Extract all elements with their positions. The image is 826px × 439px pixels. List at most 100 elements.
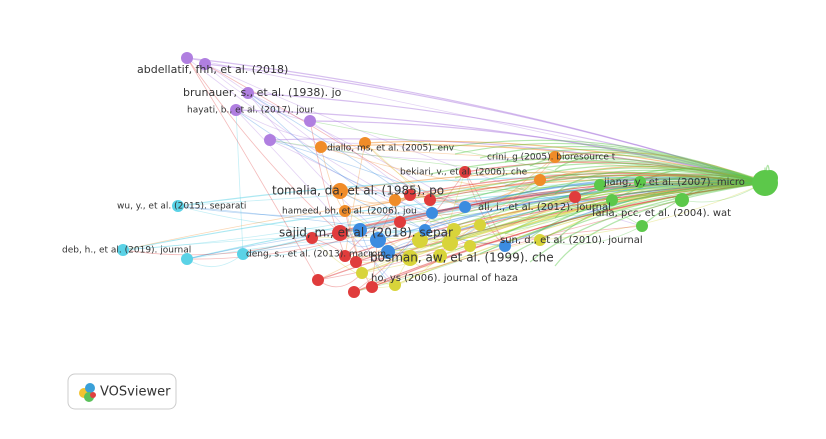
- edge: [504, 148, 766, 184]
- edge: [479, 182, 766, 255]
- edge: [554, 182, 766, 267]
- edge: [235, 109, 244, 255]
- edge: [353, 199, 683, 293]
- edge: [364, 142, 455, 231]
- edge: [529, 167, 766, 191]
- edge: [479, 182, 766, 231]
- node: [264, 134, 276, 146]
- edge: [454, 181, 766, 227]
- edge: [186, 57, 455, 231]
- edge: [479, 179, 541, 226]
- node: [433, 249, 447, 263]
- node: [242, 87, 254, 99]
- node: [389, 279, 401, 291]
- edge: [439, 171, 466, 257]
- edge: [122, 179, 541, 251]
- node: [306, 232, 318, 244]
- node-label: bosman, aw, et al. (1999). che: [370, 251, 554, 265]
- edge: [242, 239, 379, 255]
- node-label: brunauer, s., et al. (1938). jo: [183, 86, 342, 99]
- node: [459, 201, 471, 213]
- edge: [235, 109, 366, 144]
- node: [447, 223, 461, 237]
- node: [549, 151, 561, 163]
- edge: [429, 171, 766, 199]
- edge: [429, 182, 766, 247]
- node-label: jiang, y., et al. (2007). micro: [603, 177, 745, 188]
- edge: [599, 168, 766, 186]
- edge: [539, 165, 766, 184]
- edge: [309, 120, 766, 184]
- edge: [247, 92, 411, 259]
- node: [389, 194, 401, 206]
- edge: [344, 142, 366, 257]
- edge: [186, 253, 244, 268]
- node: [459, 166, 471, 178]
- edge: [247, 92, 766, 184]
- edge: [554, 154, 766, 184]
- nodes: [117, 52, 778, 298]
- edge: [429, 157, 766, 184]
- edge: [186, 57, 766, 184]
- edge: [204, 63, 311, 122]
- node-label: diallo, ms, et al. (2005). env: [327, 144, 455, 154]
- node-label: sajid, m., et al. (2018). separ: [279, 226, 453, 240]
- node: [402, 250, 418, 266]
- node: [464, 240, 476, 252]
- node: [312, 274, 324, 286]
- node: [442, 235, 458, 251]
- edge: [529, 151, 766, 184]
- edge: [454, 173, 766, 203]
- node-label: sun, d., et al. (2010). journal: [500, 235, 643, 246]
- logo-text: VOSviewer: [100, 385, 171, 400]
- node: [315, 141, 327, 153]
- edge: [454, 160, 766, 184]
- edge: [269, 139, 556, 161]
- edge: [361, 181, 641, 274]
- edge: [309, 120, 433, 214]
- edge: [454, 142, 766, 184]
- edge: [539, 182, 766, 241]
- node-label: hayati, b., et al. (2017). jour: [187, 106, 314, 116]
- node: [304, 115, 316, 127]
- edge: [309, 120, 346, 257]
- edge: [479, 175, 766, 207]
- edge: [504, 182, 766, 235]
- node: [172, 200, 184, 212]
- node: [634, 176, 646, 188]
- node: [426, 207, 438, 219]
- edge: [429, 139, 766, 184]
- node: [569, 191, 581, 203]
- edge: [186, 229, 426, 260]
- node-label: ho, ys (2006). journal of haza: [371, 273, 518, 284]
- logo-icon: [90, 392, 96, 398]
- node-label: wu, y., et al. (2015). separati: [117, 202, 246, 212]
- logo-box[interactable]: [67, 373, 177, 410]
- edge: [504, 182, 766, 259]
- edge: [235, 109, 396, 286]
- edge: [186, 57, 319, 281]
- node: [332, 225, 348, 241]
- edge: [554, 156, 766, 184]
- node: [339, 250, 351, 262]
- logo-icon: [85, 383, 95, 393]
- edge: [409, 172, 766, 196]
- edge: [529, 182, 766, 239]
- edge: [387, 245, 471, 253]
- node: [499, 240, 511, 252]
- logo[interactable]: VOSviewer: [67, 373, 177, 410]
- node: [353, 223, 367, 237]
- node: [350, 256, 362, 268]
- edge: [529, 182, 766, 263]
- node: [675, 193, 689, 207]
- edge: [311, 182, 766, 239]
- node: [394, 216, 406, 228]
- node-label: farla, pcc, et al. (2004). wat: [592, 208, 731, 219]
- node: [230, 104, 242, 116]
- node-label: deb, h., et al. (2019). journal: [62, 246, 191, 256]
- labels: abdellatif, fhh, et al. (2018) brunauer, …: [62, 63, 745, 284]
- edge: [186, 57, 766, 184]
- node-label: ali, i., et al. (2012). journal: [478, 202, 611, 213]
- node-label: tomalia, da, et al. (1985). po: [272, 184, 444, 198]
- edge: [394, 174, 766, 201]
